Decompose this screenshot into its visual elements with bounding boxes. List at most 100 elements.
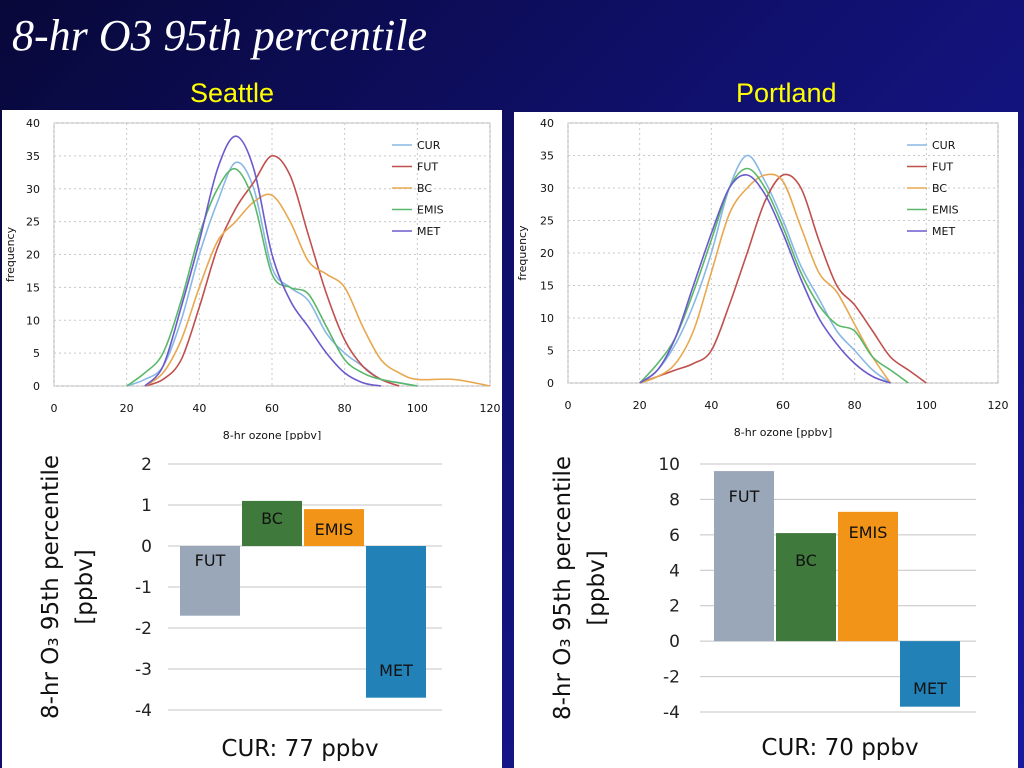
- legend-label-bc: BC: [417, 182, 432, 195]
- x-tick-label: 40: [192, 402, 206, 415]
- y-axis-label-units: [ppbv]: [584, 550, 610, 625]
- y-axis-label: 8-hr O₃ 95th percentile: [550, 456, 576, 720]
- x-tick-label: 0: [51, 402, 58, 415]
- bar-emis: [838, 511, 898, 642]
- portland-frequency-chart: 0 20 40 60 80 100 120 0 5 10 15 20 25 30 35 40 8-hr ozon…: [516, 117, 1009, 439]
- y-tick-label: 0: [33, 380, 40, 393]
- y-tick-label: -2: [135, 619, 152, 639]
- legend-label-fut: FUT: [417, 161, 438, 174]
- seattle-frequency-chart: 0 20 40 60 80 100 120 0 5 10 15 20 25 30 35 40 8-hr ozon…: [4, 117, 501, 440]
- y-tick-label: 20: [26, 249, 40, 262]
- x-axis-label: CUR: 77 ppbv: [221, 736, 378, 762]
- y-axis-label: frequency: [4, 226, 17, 282]
- y-tick-label: 1: [141, 496, 152, 516]
- bar-label-met: MET: [913, 679, 947, 698]
- x-tick-label: 0: [565, 399, 572, 412]
- y-tick-label: 30: [26, 183, 40, 196]
- y-tick-label: 10: [26, 314, 40, 327]
- slide-title: 8-hr O3 95th percentile: [12, 11, 428, 60]
- bar-label-bc: BC: [795, 551, 817, 570]
- y-tick-label: -3: [135, 660, 152, 680]
- legend-label-met: MET: [932, 225, 955, 238]
- y-tick-label: 0: [669, 632, 680, 652]
- y-tick-label: 10: [658, 455, 680, 475]
- y-tick-label: 6: [669, 526, 680, 546]
- series-line-bc: [144, 193, 491, 387]
- y-tick-label: -1: [135, 578, 152, 598]
- x-axis-label: CUR: 70 ppbv: [761, 735, 918, 761]
- legend-label-bc: BC: [932, 182, 947, 195]
- bar-label-fut: FUT: [195, 551, 226, 570]
- x-tick-label: 80: [848, 399, 862, 412]
- y-tick-label: -4: [135, 701, 152, 721]
- y-tick-label: 5: [33, 347, 40, 360]
- portland-bar-chart: 10 8 6 4 2 0 -2 -4 FUT BC EMIS MET 8-hr O₃ 95th perc…: [550, 455, 976, 761]
- x-tick-label: 100: [407, 402, 428, 415]
- y-tick-label: 25: [540, 215, 554, 228]
- y-tick-label: 10: [540, 312, 554, 325]
- bar-met: [366, 546, 426, 698]
- series-line-fut: [144, 155, 400, 387]
- y-tick-label: 30: [540, 182, 554, 195]
- y-tick-label: -4: [663, 703, 680, 723]
- y-tick-label: 0: [547, 377, 554, 390]
- x-tick-label: 120: [988, 399, 1009, 412]
- y-tick-label: 35: [26, 150, 40, 163]
- x-tick-label: 100: [916, 399, 937, 412]
- series-line-emis: [126, 167, 418, 387]
- bar-fut: [180, 546, 240, 616]
- series-line-bc: [639, 173, 892, 384]
- legend-label-fut: FUT: [932, 161, 953, 174]
- y-tick-label: 40: [540, 117, 554, 130]
- y-tick-label: 0: [141, 537, 152, 557]
- y-tick-label: 2: [669, 597, 680, 617]
- bar-emis: [304, 509, 364, 546]
- y-tick-label: 15: [26, 281, 40, 294]
- legend-label-cur: CUR: [932, 139, 956, 152]
- portland-label: Portland: [736, 78, 837, 108]
- y-tick-label: 2: [141, 455, 152, 475]
- x-tick-label: 60: [776, 399, 790, 412]
- legend-label-cur: CUR: [417, 139, 441, 152]
- y-tick-label: 40: [26, 117, 40, 130]
- bar-fut: [714, 471, 774, 642]
- x-tick-label: 60: [265, 402, 279, 415]
- bar-label-fut: FUT: [729, 487, 760, 506]
- series-line-cur: [639, 154, 891, 384]
- bar-label-met: MET: [379, 661, 413, 680]
- y-tick-label: -2: [663, 668, 680, 688]
- bar-bc: [776, 533, 836, 642]
- y-tick-label: 20: [540, 247, 554, 260]
- y-tick-label: 4: [669, 561, 680, 581]
- y-axis-label-units: [ppbv]: [72, 549, 98, 624]
- series-line-met: [144, 135, 382, 387]
- y-tick-label: 25: [26, 216, 40, 229]
- y-tick-label: 15: [540, 280, 554, 293]
- bar-met: [900, 641, 960, 707]
- seattle-bar-chart: 2 1 0 -1 -2 -3 -4 FUT BC EMIS MET 8-hr O₃ 95th perc…: [38, 455, 442, 762]
- x-axis-label: 8-hr ozone [ppbv]: [734, 426, 832, 439]
- seattle-panel: 0 20 40 60 80 100 120 0 5 10 15 20 25 30 35 40 8-hr ozon…: [2, 110, 502, 768]
- y-tick-label: 5: [547, 345, 554, 358]
- legend-label-emis: EMIS: [417, 204, 444, 217]
- x-tick-label: 20: [120, 402, 134, 415]
- bar-label-emis: EMIS: [849, 523, 888, 542]
- y-axis-label: frequency: [516, 225, 529, 281]
- y-axis-label: 8-hr O₃ 95th percentile: [38, 455, 64, 719]
- x-tick-label: 40: [704, 399, 718, 412]
- series-line-fut: [639, 173, 927, 384]
- series-line-met: [639, 174, 891, 384]
- x-tick-label: 120: [480, 402, 501, 415]
- x-tick-label: 80: [338, 402, 352, 415]
- series-line-emis: [639, 167, 909, 384]
- legend-label-met: MET: [417, 225, 440, 238]
- x-axis-label: 8-hr ozone [ppbv]: [223, 429, 321, 440]
- bar-bc: [242, 500, 302, 546]
- y-tick-label: 35: [540, 150, 554, 163]
- legend-label-emis: EMIS: [932, 204, 959, 217]
- bar-label-emis: EMIS: [315, 520, 354, 539]
- seattle-label: Seattle: [190, 78, 275, 108]
- portland-panel: 0 20 40 60 80 100 120 0 5 10 15 20 25 30 35 40 8-hr ozon…: [514, 112, 1018, 768]
- y-tick-label: 8: [669, 490, 680, 510]
- bar-label-bc: BC: [261, 509, 283, 528]
